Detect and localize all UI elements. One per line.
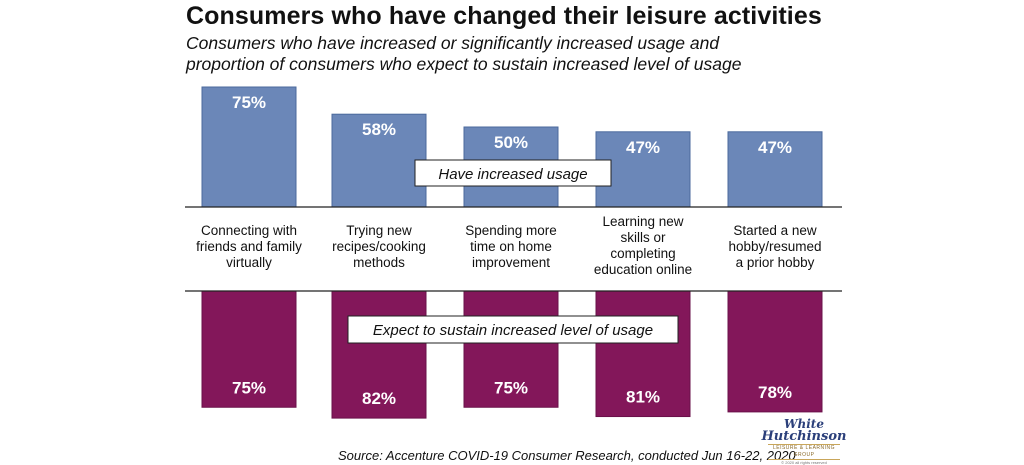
value-label-increased-usage: 58%	[362, 120, 396, 139]
chart-title: Consumers who have changed their leisure…	[186, 2, 822, 30]
value-label-increased-usage: 47%	[758, 138, 792, 157]
series-label-sustain-usage: Expect to sustain increased level of usa…	[373, 322, 653, 339]
source-note: Source: Accenture COVID-19 Consumer Rese…	[338, 448, 796, 463]
series-label-increased-usage: Have increased usage	[438, 166, 587, 183]
bar-increased-usage	[331, 113, 427, 208]
value-label-sustain-usage: 78%	[758, 383, 792, 402]
bar-increased-usage	[201, 86, 297, 208]
subtitle-line-2: proportion of consumers who expect to su…	[186, 54, 742, 74]
bar-sustain-usage	[727, 290, 823, 413]
category-label: Started a new hobby/resumed a prior hobby	[728, 223, 821, 270]
category-label: Trying new recipes/cooking methods	[332, 223, 426, 270]
value-label-increased-usage: 75%	[232, 93, 266, 112]
category-label: Spending more time on home improvement	[465, 223, 557, 270]
white-hutchinson-logo: White Hutchinson LEISURE & LEARNING GROU…	[761, 417, 847, 465]
bar-sustain-usage	[331, 290, 427, 419]
chart-subtitle: Consumers who have increased or signific…	[186, 33, 741, 75]
value-label-sustain-usage: 81%	[626, 388, 660, 407]
bar-increased-usage	[727, 131, 823, 208]
value-label-sustain-usage: 75%	[232, 378, 266, 397]
bar-sustain-usage	[463, 290, 559, 408]
bar-sustain-usage	[201, 290, 297, 408]
series-label-box-sustain-usage	[347, 315, 679, 344]
value-label-sustain-usage: 75%	[494, 378, 528, 397]
category-label: Learning new skills or completing education…	[594, 214, 692, 277]
value-label-increased-usage: 50%	[494, 133, 528, 152]
value-label-increased-usage: 47%	[626, 138, 660, 157]
series-label-box-increased-usage	[414, 159, 612, 187]
subtitle-line-1: Consumers who have increased or signific…	[186, 33, 720, 53]
bar-increased-usage	[595, 131, 691, 208]
category-label: Connecting with friends and family virtual…	[196, 223, 302, 270]
value-label-sustain-usage: 82%	[362, 389, 396, 408]
